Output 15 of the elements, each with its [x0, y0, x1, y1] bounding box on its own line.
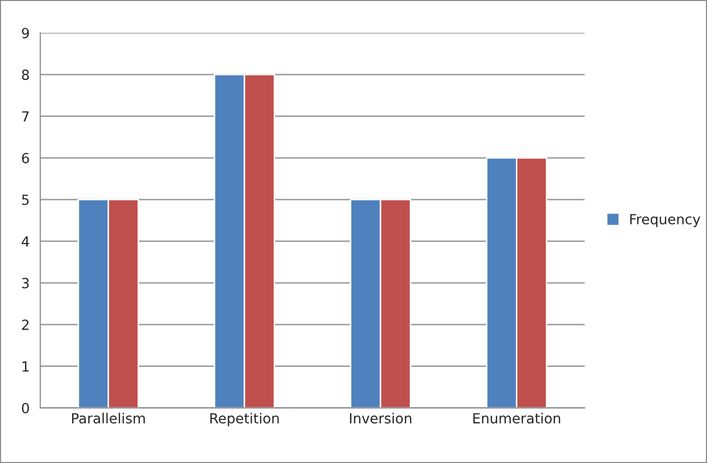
y-tick-label: 2	[22, 320, 28, 330]
x-tick-label: Inversion	[350, 412, 412, 424]
y-tick-label: 9	[22, 28, 29, 38]
legend-label: Frequency	[630, 214, 700, 228]
y-tick-label: 7	[22, 111, 29, 122]
y-tick-label: 6	[22, 152, 30, 164]
y-tick-label: 0	[22, 402, 29, 414]
y-tick-label: 4	[22, 236, 30, 246]
x-tick-label: Enumeration	[473, 412, 560, 424]
y-tick-label: 1	[22, 361, 29, 372]
y-tick-label: 8	[22, 70, 29, 80]
y-tick-label: 3	[22, 278, 29, 288]
x-tick-label: Parallelism	[72, 412, 145, 424]
y-tick-label: 5	[22, 194, 29, 206]
x-tick-label: Repetition	[210, 412, 279, 426]
